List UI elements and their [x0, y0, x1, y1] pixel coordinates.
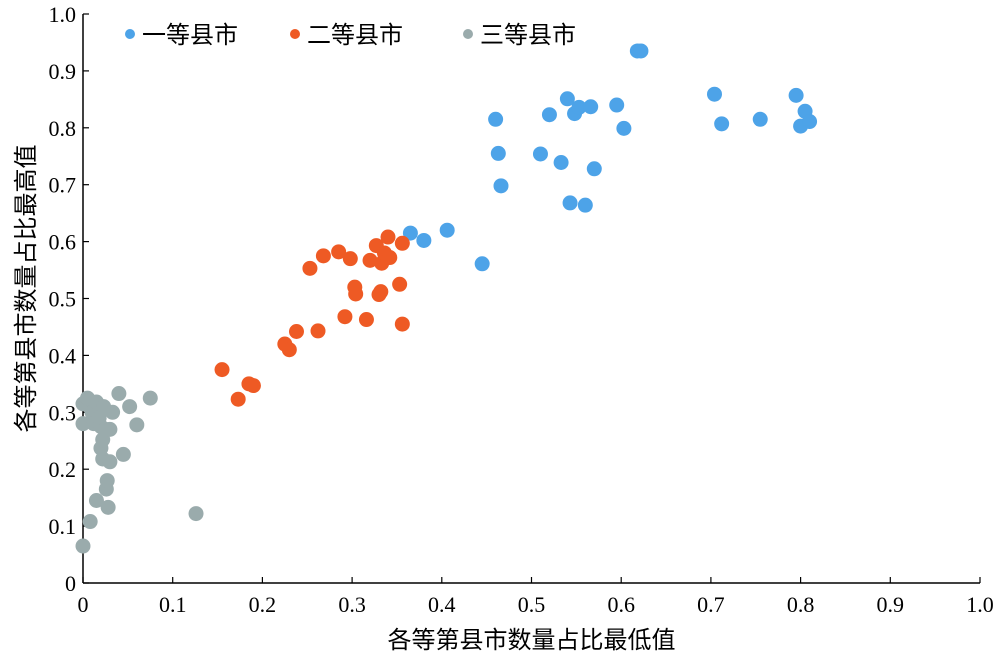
data-point-series-1	[616, 120, 632, 136]
data-points	[75, 43, 818, 554]
x-tick-label: 0	[78, 592, 89, 617]
data-point-series-3	[100, 499, 116, 515]
data-point-series-2	[337, 309, 353, 325]
data-point-series-1	[609, 97, 625, 113]
data-point-series-2	[394, 235, 410, 251]
axes: 0 0.1 0.2 0.3 0.4 0.5 0.6 0.7 0.8 0.9 1.0 0 0.1 0.2 0.…	[49, 2, 994, 617]
legend-label-3: 三等县市	[480, 21, 576, 49]
data-point-series-1	[706, 86, 722, 102]
data-point-series-2	[245, 378, 261, 394]
x-tick-label: 0.6	[607, 592, 635, 617]
data-point-series-3	[88, 492, 104, 508]
data-point-series-1	[559, 91, 575, 107]
data-point-series-2	[380, 229, 396, 245]
data-point-series-1	[439, 222, 455, 238]
data-point-series-3	[188, 506, 204, 522]
data-point-series-2	[342, 251, 358, 267]
x-tick-label: 0.5	[518, 592, 546, 617]
y-tick-label: 0.9	[49, 59, 77, 84]
data-point-series-1	[474, 256, 490, 272]
data-point-series-1	[633, 43, 649, 59]
data-point-series-1	[416, 232, 432, 248]
y-tick-label: 0.2	[49, 457, 77, 482]
data-point-series-2	[373, 284, 389, 300]
data-point-series-3	[102, 421, 118, 437]
legend-label-2: 二等县市	[307, 21, 403, 49]
data-point-series-2	[310, 323, 326, 339]
data-point-series-2	[358, 312, 374, 328]
legend-label-1: 一等县市	[142, 21, 238, 49]
data-point-series-2	[331, 244, 347, 260]
x-tick-label: 1.0	[966, 592, 994, 617]
data-point-series-1	[488, 111, 504, 127]
data-point-series-2	[382, 250, 398, 266]
y-tick-label: 0.3	[49, 400, 77, 425]
data-point-series-1	[541, 107, 557, 123]
y-tick-label: 0.6	[49, 230, 77, 255]
legend-marker-3	[463, 29, 473, 39]
y-axis-title: 各等第县市数量占比最高值	[12, 145, 40, 433]
data-point-series-3	[75, 538, 91, 554]
x-tick-label: 0.2	[249, 592, 277, 617]
x-tick-label: 0.3	[338, 592, 366, 617]
x-tick-label: 0.8	[787, 592, 815, 617]
x-axis-title: 各等第县市数量占比最低值	[388, 626, 676, 654]
y-tick-label: 0.8	[49, 116, 77, 141]
data-point-series-2	[315, 248, 331, 264]
legend-marker-2	[290, 29, 300, 39]
y-tick-label: 0.5	[49, 287, 77, 312]
legend: 一等县市 二等县市 三等县市	[125, 21, 576, 49]
data-point-series-3	[129, 417, 145, 433]
data-point-series-2	[362, 252, 378, 268]
data-point-series-3	[82, 514, 98, 530]
data-point-series-1	[571, 99, 587, 115]
legend-marker-1	[125, 29, 135, 39]
data-point-series-1	[402, 225, 418, 241]
data-point-series-2	[281, 342, 297, 358]
data-point-series-1	[532, 146, 548, 162]
data-point-series-1	[562, 195, 578, 211]
data-point-series-2	[392, 276, 408, 292]
data-point-series-3	[115, 446, 131, 462]
data-point-series-2	[348, 286, 364, 302]
data-point-series-1	[802, 114, 818, 130]
x-tick-label: 0.7	[697, 592, 725, 617]
data-point-series-3	[111, 386, 127, 402]
y-tick-label: 0.7	[49, 173, 77, 198]
data-point-series-1	[714, 116, 730, 132]
data-point-series-3	[99, 473, 115, 489]
y-tick-label: 0.4	[49, 343, 77, 368]
data-point-series-1	[586, 161, 602, 177]
data-point-series-2	[288, 324, 304, 340]
data-point-series-3	[105, 404, 121, 420]
data-point-series-2	[302, 260, 318, 276]
y-tick-label: 0.1	[49, 514, 77, 539]
data-point-series-1	[553, 155, 569, 171]
data-point-series-2	[230, 391, 246, 407]
data-point-series-1	[583, 99, 599, 115]
data-point-series-1	[752, 111, 768, 127]
data-point-series-1	[490, 145, 506, 161]
x-tick-label: 0.4	[428, 592, 456, 617]
data-point-series-3	[142, 390, 158, 406]
data-point-series-3	[122, 399, 138, 415]
y-tick-label: 1.0	[49, 2, 77, 27]
data-point-series-2	[214, 362, 230, 378]
x-tick-label: 0.9	[877, 592, 905, 617]
x-tick-label: 0.1	[159, 592, 187, 617]
data-point-series-1	[788, 87, 804, 103]
data-point-series-3	[75, 416, 91, 432]
y-tick-label: 0	[65, 571, 76, 596]
data-point-series-1	[577, 197, 593, 213]
data-point-series-2	[394, 316, 410, 332]
data-point-series-3	[102, 454, 118, 470]
data-point-series-1	[493, 178, 509, 194]
